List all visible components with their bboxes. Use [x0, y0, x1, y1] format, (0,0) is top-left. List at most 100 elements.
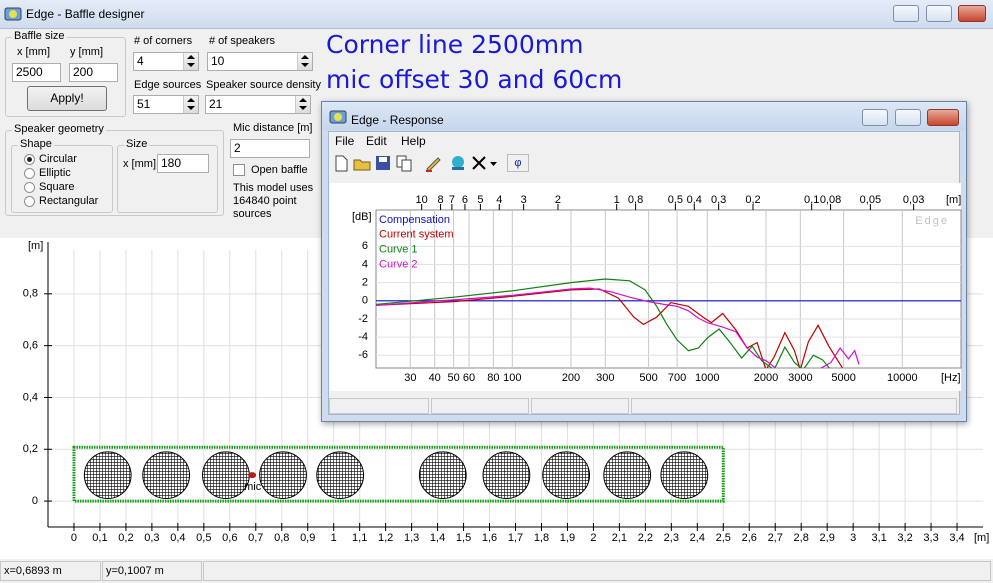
status-panel	[203, 561, 991, 581]
x-tick-label: 200	[562, 372, 580, 384]
shape-label[interactable]: Rectangular	[39, 195, 99, 207]
status-y: y=0,1007 m	[102, 561, 202, 581]
apply-button[interactable]: Apply!	[27, 86, 107, 111]
shape-radio[interactable]	[24, 168, 35, 179]
x2-tick-label: 10	[416, 194, 428, 206]
speaker	[482, 451, 531, 500]
minimize-button[interactable]	[893, 5, 919, 22]
x-tick-label: 0,3	[144, 532, 159, 544]
shape-radio[interactable]	[24, 196, 35, 207]
x-tick-label: 0,9	[300, 532, 315, 544]
delete-button[interactable]	[470, 154, 488, 172]
x2-tick-label: 0,3	[711, 194, 726, 206]
x2-tick-label: 4	[496, 194, 502, 206]
x-tick-label: 700	[668, 372, 686, 384]
x2-tick-label: 0,8	[628, 194, 643, 206]
close-button[interactable]	[958, 5, 986, 22]
x-tick-label: 1	[331, 532, 337, 544]
x-tick-label: 1,6	[482, 532, 497, 544]
svg-text:φ: φ	[514, 157, 521, 169]
group-label: Baffle size	[12, 30, 67, 42]
speaker	[83, 451, 132, 500]
x-tick-label: 0,1	[92, 532, 107, 544]
x-tick-label: 5000	[831, 372, 855, 384]
legend-entry: Compensation	[379, 214, 450, 226]
copy-button[interactable]	[395, 154, 413, 172]
spin-button[interactable]	[295, 96, 310, 113]
x-tick-label: 2,7	[768, 532, 783, 544]
shape-label[interactable]: Circular	[39, 153, 77, 165]
corners-label: # of corners	[134, 35, 193, 47]
y-tick-label: 0,6	[23, 340, 38, 352]
shape-radio[interactable]	[24, 154, 35, 165]
status-x: x=0,6893 m	[0, 561, 101, 581]
menu-item[interactable]: Edit	[366, 134, 387, 148]
size-x-label: x [mm]	[123, 158, 156, 170]
x-unit: [m]	[974, 532, 989, 544]
y-tick-label: -6	[358, 349, 368, 361]
mic-distance-input[interactable]: 2	[230, 139, 310, 158]
spin-button[interactable]	[183, 53, 198, 70]
y-unit: [m]	[28, 240, 43, 252]
baffle-y-input[interactable]: 200	[69, 63, 118, 82]
minimize-button[interactable]	[862, 109, 888, 126]
x2-tick-label: 3	[521, 194, 527, 206]
x-tick-label: 1,2	[378, 532, 393, 544]
plot-button[interactable]	[449, 154, 467, 172]
speakers-input[interactable]: 10	[207, 52, 313, 71]
x-tick-label: 30	[404, 372, 416, 384]
maximize-button[interactable]	[895, 109, 921, 126]
title-bar: Edge - Baffle designer	[0, 0, 993, 29]
x-tick-label: 2,5	[716, 532, 731, 544]
open-baffle-checkbox[interactable]	[233, 164, 245, 176]
dropdown-button[interactable]	[488, 154, 500, 172]
watermark: Edge	[915, 215, 949, 227]
save-button[interactable]	[374, 154, 392, 172]
y-tick-label: -4	[358, 331, 368, 343]
shape-radio[interactable]	[24, 182, 35, 193]
y-tick-label: 0	[32, 495, 38, 507]
edge-sources-input[interactable]: 51	[133, 95, 199, 114]
corners-input[interactable]: 4	[133, 52, 199, 71]
spin-button[interactable]	[297, 53, 312, 70]
x-tick-label: 1,9	[560, 532, 575, 544]
x-tick-label: 2,8	[794, 532, 809, 544]
app-icon	[329, 110, 347, 124]
y-tick-label: 2	[362, 277, 368, 289]
open-baffle-label[interactable]: Open baffle	[251, 164, 308, 176]
speaker-geometry-group: Speaker geometry	[5, 123, 224, 216]
x-tick-label: 40	[429, 372, 441, 384]
speaker	[202, 451, 250, 500]
phase-button[interactable]: φ	[507, 154, 529, 172]
speaker	[603, 451, 652, 500]
shape-label[interactable]: Square	[39, 181, 75, 193]
edit-button[interactable]	[424, 154, 442, 172]
density-value: 21	[209, 97, 223, 111]
mic-label: mic	[244, 481, 262, 493]
model-info: sources	[233, 208, 272, 220]
baffle-x-input[interactable]: 2500	[12, 63, 61, 82]
size-x-input[interactable]: 180	[157, 154, 209, 173]
x2-tick-label: 0,2	[745, 194, 760, 206]
shape-label[interactable]: Elliptic	[39, 167, 71, 179]
x2-tick-label: 0,05	[860, 194, 881, 206]
menu-item[interactable]: File	[335, 134, 355, 148]
speaker	[142, 451, 191, 500]
x-tick-label: 1,1	[352, 532, 367, 544]
menu-item[interactable]: Help	[401, 134, 426, 148]
corners-value: 4	[137, 54, 144, 68]
x2-tick-label: 0,4	[687, 194, 702, 206]
density-input[interactable]: 21	[205, 95, 311, 114]
speaker	[316, 451, 365, 500]
spin-button[interactable]	[183, 96, 198, 113]
new-button[interactable]	[332, 154, 350, 172]
x-tick-label: 1,5	[456, 532, 471, 544]
maximize-button[interactable]	[926, 5, 952, 22]
legend-entry: Curve 2	[379, 258, 418, 270]
x-tick-label: 60	[463, 372, 475, 384]
x2-axis-label: [m]	[946, 194, 961, 206]
open-button[interactable]	[353, 154, 371, 172]
close-button[interactable]	[927, 109, 959, 126]
curve	[376, 287, 860, 368]
x-tick-label: 0,4	[170, 532, 185, 544]
